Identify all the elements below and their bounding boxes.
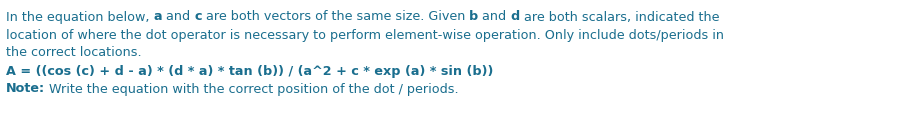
Text: Write the equation with the correct position of the dot / periods.: Write the equation with the correct posi…	[45, 83, 459, 95]
Text: c: c	[194, 10, 202, 23]
Text: A = ((cos (c) + d - a) * (d * a) * tan (b)) / (a^2 + c * exp (a) * sin (b)): A = ((cos (c) + d - a) * (d * a) * tan (…	[6, 64, 493, 77]
Text: location of where the dot operator is necessary to perform element-wise operatio: location of where the dot operator is ne…	[6, 29, 724, 41]
Text: are both vectors of the same size. Given: are both vectors of the same size. Given	[202, 10, 469, 23]
Text: Note:: Note:	[6, 83, 45, 95]
Text: In the equation below,: In the equation below,	[6, 10, 154, 23]
Text: a: a	[154, 10, 163, 23]
Text: and: and	[479, 10, 510, 23]
Text: and: and	[163, 10, 194, 23]
Text: are both scalars, indicated the: are both scalars, indicated the	[520, 10, 719, 23]
Text: b: b	[469, 10, 479, 23]
Text: the correct locations.: the correct locations.	[6, 46, 142, 60]
Text: d: d	[510, 10, 520, 23]
